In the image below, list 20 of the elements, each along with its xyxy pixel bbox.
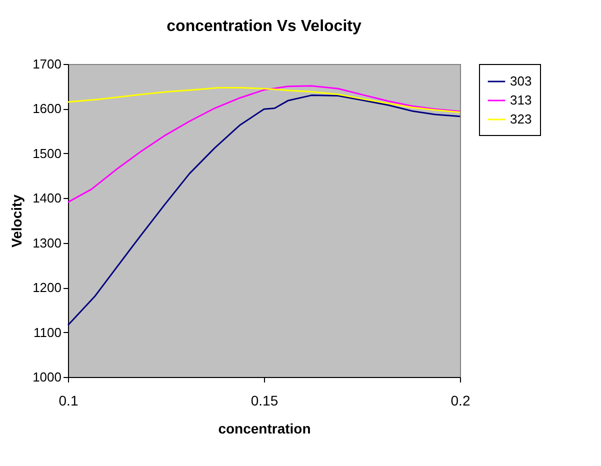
legend-label: 313	[510, 92, 532, 108]
line-series	[67, 86, 461, 114]
y-axis-title: Velocity	[8, 194, 25, 248]
y-tick-label: 1200	[32, 280, 62, 296]
x-tick-label: 0.15	[250, 392, 278, 408]
y-tick-label: 1000	[32, 370, 62, 384]
y-tick-label: 1100	[34, 324, 62, 340]
y-tick-label: 1700	[32, 56, 62, 72]
x-axis-title: concentration	[218, 420, 311, 436]
y-tick-label: 1600	[32, 101, 62, 116]
legend-label: 303	[510, 74, 532, 88]
y-tick-label: 1400	[32, 190, 62, 206]
chart-title: concentration Vs Velocity	[166, 18, 362, 35]
x-tick-label: 0.2	[450, 392, 470, 408]
legend-label: 323	[510, 112, 532, 126]
y-tick-label: 1500	[32, 146, 62, 161]
x-tick-label: 0.1	[58, 392, 78, 408]
y-tick-label: 1300	[32, 235, 62, 250]
line-series	[67, 85, 461, 203]
line-series	[67, 94, 461, 326]
